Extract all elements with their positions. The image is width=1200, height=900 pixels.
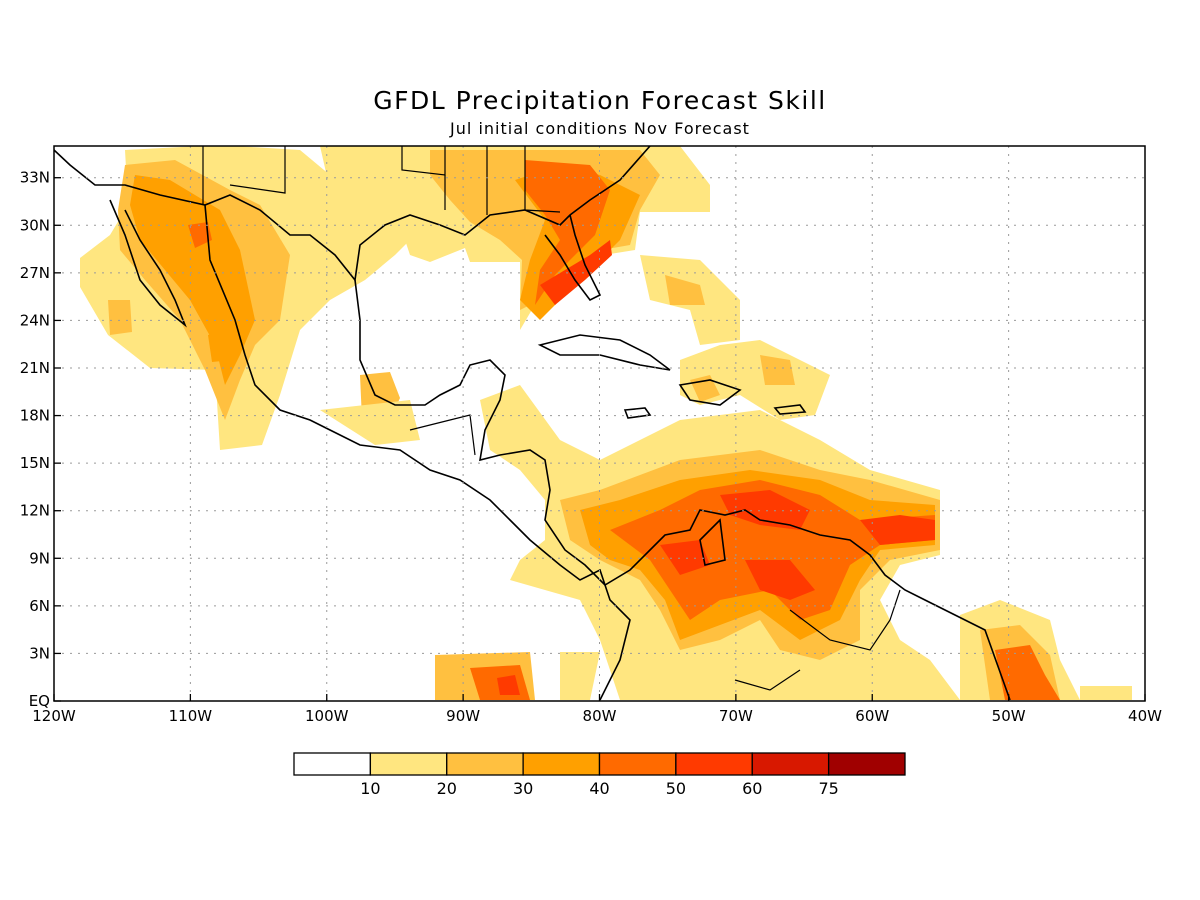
borders xyxy=(202,146,901,691)
lon-tick-label: 40W xyxy=(1128,707,1162,725)
colorbar-swatch xyxy=(827,752,906,776)
lon-tick-label: 50W xyxy=(992,707,1026,725)
lat-tick-label: 33N xyxy=(20,169,50,187)
lat-tick-label: 21N xyxy=(20,359,50,377)
lat-tick-label: 3N xyxy=(29,644,50,662)
map-subtitle: Jul initial conditions Nov Forecast xyxy=(450,119,750,138)
latitude-labels: EQ 3N 6N 9N 12N 15N 18N 21N 24N 27N 30N 33N xyxy=(20,169,61,710)
colorbar-tick-label: 50 xyxy=(666,779,686,798)
coastlines xyxy=(54,146,1011,701)
colorbar-tick-label: 75 xyxy=(818,779,838,798)
lat-tick-label: 24N xyxy=(20,311,50,329)
colorbar-swatch xyxy=(293,752,372,776)
colorbar-swatch xyxy=(369,752,448,776)
lat-tick-label: 27N xyxy=(20,264,50,282)
longitude-labels: 120W 110W 100W 90W 80W 70W 60W 50W 40W xyxy=(32,694,1162,725)
lon-tick-label: 70W xyxy=(719,707,753,725)
colorbar-swatch xyxy=(751,752,830,776)
colorbar-tick-label: 20 xyxy=(437,779,457,798)
grid-lines xyxy=(54,146,1145,701)
lon-tick-label: 100W xyxy=(305,707,349,725)
colorbar-swatch xyxy=(598,752,677,776)
lon-tick-label: 90W xyxy=(446,707,480,725)
lat-tick-label: 9N xyxy=(29,549,50,567)
lon-tick-label: 60W xyxy=(855,707,889,725)
lat-tick-label: 12N xyxy=(20,502,50,520)
colorbar-swatch xyxy=(446,752,524,776)
lat-tick-label: EQ xyxy=(29,692,50,710)
lon-tick-label: 80W xyxy=(583,707,617,725)
colorbar: 10 20 30 40 50 60 75 xyxy=(293,752,906,798)
lat-tick-label: 18N xyxy=(20,407,50,425)
colorbar-tick-label: 60 xyxy=(742,779,762,798)
colorbar-tick-label: 40 xyxy=(589,779,609,798)
colorbar-swatch xyxy=(522,752,601,776)
colorbar-swatch xyxy=(675,752,753,776)
lat-tick-label: 15N xyxy=(20,454,50,472)
lat-tick-label: 30N xyxy=(20,216,50,234)
lat-tick-label: 6N xyxy=(29,597,50,615)
lon-tick-label: 110W xyxy=(169,707,213,725)
skill-field xyxy=(80,146,1132,700)
colorbar-tick-label: 30 xyxy=(513,779,533,798)
lon-tick-label: 120W xyxy=(32,707,76,725)
colorbar-tick-label: 10 xyxy=(360,779,380,798)
map-title: GFDL Precipitation Forecast Skill xyxy=(373,86,827,115)
